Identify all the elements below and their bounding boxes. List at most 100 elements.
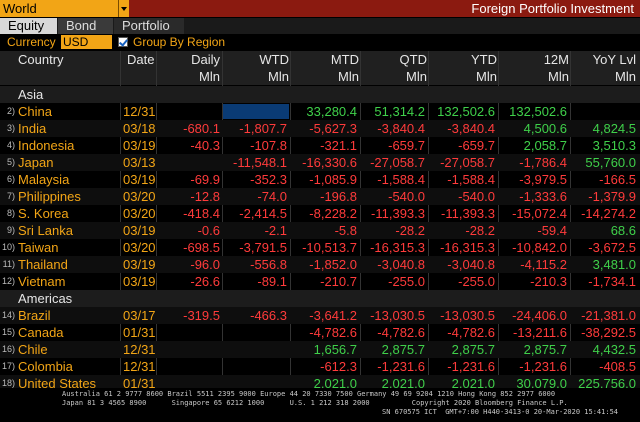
value-cell-yoy: 55,760.0 [585, 155, 636, 170]
column-header-yoy[interactable]: YoY Lvl [592, 52, 636, 67]
value-cell-wtd: -1,807.7 [239, 121, 287, 136]
value-cell-mtd: 33,280.4 [306, 104, 357, 119]
country-name: Indonesia [18, 138, 75, 153]
unit-yoy: Mln [615, 69, 636, 84]
row-number: 18) [2, 378, 16, 388]
country-name: Canada [18, 325, 64, 340]
currency-label: Currency [7, 35, 56, 49]
tab-equity[interactable]: Equity [0, 18, 57, 34]
value-cell-wtd: -352.3 [250, 172, 287, 187]
value-cell-yoy: -1,734.1 [588, 274, 636, 289]
value-cell-yoy: 3,510.3 [592, 138, 636, 153]
currency-input[interactable]: USD [61, 35, 112, 49]
unit-wtd: Mln [268, 69, 289, 84]
value-cell-qtd: -659.7 [388, 138, 425, 153]
value-cell-daily: -40.3 [190, 138, 220, 153]
value-cell-qtd: -255.0 [388, 274, 425, 289]
country-name: Philippines [18, 189, 81, 204]
country-name: India [18, 121, 47, 136]
footer: Australia 61 2 9777 8600 Brazil 5511 239… [0, 388, 640, 422]
row-number: 17) [2, 361, 16, 371]
value-cell-wtd: -74.0 [257, 189, 287, 204]
value-cell-qtd: -4,782.6 [377, 325, 425, 340]
column-header-date[interactable]: Date [127, 52, 155, 67]
region-group-header[interactable]: Americas [0, 290, 640, 307]
row-number: 4) [6, 140, 15, 150]
column-header-qtd[interactable]: QTD [399, 52, 427, 67]
value-cell-wtd: -3,791.5 [239, 240, 287, 255]
value-cell-mtd: -5,627.3 [309, 121, 357, 136]
column-header-ytd[interactable]: YTD [471, 52, 497, 67]
date-cell: 12/31 [123, 359, 156, 374]
column-header-country[interactable]: Country [18, 52, 64, 67]
value-cell-yoy: -1,379.9 [588, 189, 636, 204]
value-cell-ytd: -255.0 [458, 274, 495, 289]
value-cell-wtd: -11,548.1 [233, 155, 287, 170]
unit-mtd: Mln [338, 69, 359, 84]
unit-daily: Mln [199, 69, 220, 84]
value-cell-wtd: -2,414.5 [239, 206, 287, 221]
date-cell: 01/31 [123, 376, 156, 391]
column-header-mtd[interactable]: MTD [330, 52, 359, 67]
column-divider [120, 51, 121, 388]
row-number: 16) [2, 344, 16, 354]
row-number: 12) [2, 276, 16, 286]
table-row[interactable]: 18) United States 01/31 2,021.0 2,021.0 2,021… [0, 375, 640, 392]
value-cell-ytd: -16,315.3 [440, 240, 495, 255]
unit-12m: Mln [548, 69, 569, 84]
value-cell-yoy: -408.5 [599, 359, 636, 374]
table-row[interactable]: 7) Philippines 03/20 -12.8 -74.0 -196.8 -540.0… [0, 188, 640, 205]
value-cell-wtd: -107.8 [250, 138, 287, 153]
column-header-12m[interactable]: 12M [543, 52, 569, 67]
tab-bond[interactable]: Bond [58, 18, 113, 34]
value-cell-mtd: -1,085.9 [309, 172, 357, 187]
region-group-header[interactable]: Asia [0, 86, 640, 103]
column-header-wtd[interactable]: WTD [259, 52, 289, 67]
date-cell: 03/17 [123, 308, 156, 323]
country-name: China [18, 104, 52, 119]
row-number: 11) [2, 259, 15, 269]
column-divider [498, 51, 499, 388]
value-cell-wtd: -466.3 [250, 308, 287, 323]
value-cell-yoy: 4,824.5 [592, 121, 636, 136]
table-row[interactable]: 9) Sri Lanka 03/19 -0.6 -2.1 -5.8 -28.2 -28.2 -5… [0, 222, 640, 239]
footer-session: SN 670575 ICT GMT+7:00 H440-3413-0 20-Ma… [382, 408, 619, 416]
value-cell-qtd: -11,393.3 [371, 206, 425, 221]
group-by-region-checkbox[interactable] [118, 37, 128, 47]
table-row[interactable]: 11) Thailand 03/19 -96.0 -556.8 -1,852.0 -3,04… [0, 256, 640, 273]
table-row[interactable]: 2) China 12/31 33,280.4 51,314.2 132,502.6 132… [0, 103, 640, 120]
selected-cell[interactable] [223, 104, 289, 119]
security-field[interactable]: World [0, 0, 118, 17]
value-cell-yoy: -166.5 [599, 172, 636, 187]
table-row[interactable]: 17) Colombia 12/31 -612.3 -1,231.6 -1,231.6 -1… [0, 358, 640, 375]
value-cell-m12: -1,786.4 [519, 155, 567, 170]
country-name: Colombia [18, 359, 73, 374]
tab-portfolio[interactable]: Portfolio [114, 18, 184, 34]
country-name: Japan [18, 155, 54, 170]
value-cell-ytd: 2,875.7 [451, 342, 495, 357]
table-row[interactable]: 6) Malaysia 03/19 -69.9 -352.3 -1,085.9 -1,588… [0, 171, 640, 188]
value-cell-daily: -0.6 [197, 223, 220, 238]
value-cell-m12: 30,079.0 [516, 376, 567, 391]
table-row[interactable]: 4) Indonesia 03/19 -40.3 -107.8 -321.1 -659.7 -… [0, 137, 640, 154]
row-number: 8) [6, 208, 15, 218]
column-header-daily[interactable]: Daily [191, 52, 220, 67]
value-cell-daily: -418.4 [183, 206, 220, 221]
security-dropdown-icon[interactable] [118, 0, 129, 17]
column-divider [290, 51, 291, 388]
table-row[interactable]: 5) Japan 03/13 -11,548.1 -16,330.6 -27,058.7-… [0, 154, 640, 171]
table-row[interactable]: 15) Canada 01/31 -4,782.6 -4,782.6 -4,782.6 -1… [0, 324, 640, 341]
table-row[interactable]: 16) Chile 12/31 1,656.7 2,875.7 2,875.7 2,875.… [0, 341, 640, 358]
value-cell-mtd: -612.3 [320, 359, 357, 374]
table-row[interactable]: 10) Taiwan 03/20 -698.5 -3,791.5 -10,513.7 -16… [0, 239, 640, 256]
country-name: S. Korea [18, 206, 69, 221]
table-row[interactable]: 8) S. Korea 03/20 -418.4 -2,414.5 -8,228.2 -11… [0, 205, 640, 222]
value-cell-m12: -24,406.0 [512, 308, 567, 323]
table-row[interactable]: 14) Brazil 03/17 -319.5 -466.3 -3,641.2 -13,03… [0, 307, 640, 324]
country-name: Taiwan [18, 240, 59, 255]
table-row[interactable]: 3) India 03/18 -680.1 -1,807.7 -5,627.3 -3,840… [0, 120, 640, 137]
table-row[interactable]: 12) Vietnam 03/19 -26.6 -89.1 -210.7 -255.0 -25… [0, 273, 640, 290]
value-cell-mtd: 2,021.0 [313, 376, 357, 391]
value-cell-m12: -4,115.2 [520, 257, 567, 272]
value-cell-m12: -15,072.4 [512, 206, 567, 221]
